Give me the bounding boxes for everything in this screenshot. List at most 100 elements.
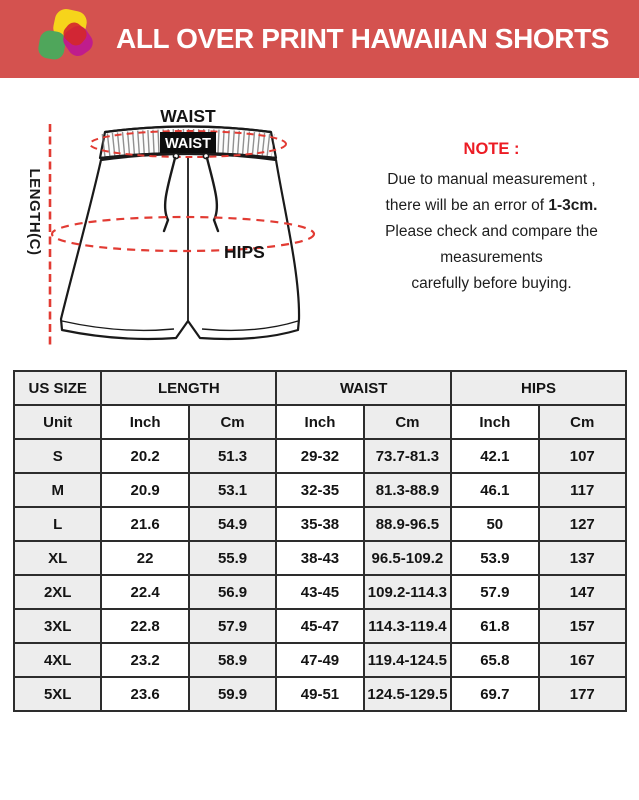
size-table: US SIZE LENGTH WAIST HIPS Unit Inch Cm I… (12, 370, 628, 712)
page-title: ALL OVER PRINT HAWAIIAN SHORTS (116, 23, 610, 54)
size-cell: XL (12, 540, 103, 576)
hips-label: HIPS (224, 242, 265, 262)
value-cell: 81.3-88.9 (362, 472, 453, 508)
size-cell: 2XL (12, 574, 103, 610)
value-cell: 69.7 (450, 676, 540, 712)
unit-cm: Cm (362, 404, 453, 440)
value-cell: 22.8 (100, 608, 190, 644)
table-row-s: S 20.2 51.3 29-32 73.7-81.3 42.1 107 (12, 438, 628, 474)
size-cell: 4XL (12, 642, 103, 678)
size-cell: 5XL (12, 676, 103, 712)
value-cell: 137 (537, 540, 628, 576)
value-cell: 53.1 (187, 472, 278, 508)
value-cell: 127 (537, 506, 628, 542)
value-cell: 50 (450, 506, 540, 542)
note-line-2: there will be an error of 1-3cm. (385, 197, 598, 214)
value-cell: 107 (537, 438, 628, 474)
table-row-4xl: 4XL 23.2 58.9 47-49 119.4-124.5 65.8 167 (12, 642, 628, 678)
value-cell: 42.1 (450, 438, 540, 474)
value-cell: 22.4 (100, 574, 190, 610)
value-cell: 59.9 (187, 676, 278, 712)
col-header-length: LENGTH (100, 370, 278, 406)
size-cell: M (12, 472, 103, 508)
col-header-waist: WAIST (275, 370, 453, 406)
value-cell: 45-47 (275, 608, 365, 644)
hips-measure-ellipse (50, 215, 316, 253)
note-heading: NOTE : (463, 140, 520, 158)
length-label: LENGTH(C) (26, 169, 43, 256)
size-cell: L (12, 506, 103, 542)
note-line-3: Please check and compare the measurement… (385, 223, 598, 266)
value-cell: 177 (537, 676, 628, 712)
value-cell: 57.9 (187, 608, 278, 644)
value-cell: 157 (537, 608, 628, 644)
unit-inch: Inch (100, 404, 190, 440)
value-cell: 147 (537, 574, 628, 610)
value-cell: 20.2 (100, 438, 190, 474)
col-header-hips: HIPS (450, 370, 627, 406)
shorts-body-outline (59, 152, 301, 341)
size-cell: S (12, 438, 103, 474)
value-cell: 167 (537, 642, 628, 678)
value-cell: 54.9 (187, 506, 278, 542)
waist-badge-box (160, 132, 216, 153)
value-cell: 47-49 (275, 642, 365, 678)
value-cell: 73.7-81.3 (362, 438, 453, 474)
right-hem-line (201, 320, 299, 332)
value-cell: 23.6 (100, 676, 190, 712)
value-cell: 23.2 (100, 642, 190, 678)
header-banner: ALL OVER PRINT HAWAIIAN SHORTS (0, 0, 639, 78)
table-row-3xl: 3XL 22.8 57.9 45-47 114.3-119.4 61.8 157 (12, 608, 628, 644)
unit-inch: Inch (450, 404, 540, 440)
value-cell: 32-35 (275, 472, 365, 508)
note-block: NOTE : Due to manual measurement , there… (366, 78, 639, 368)
value-cell: 20.9 (100, 472, 190, 508)
value-cell: 51.3 (187, 438, 278, 474)
value-cell: 114.3-119.4 (362, 608, 453, 644)
note-line-1: Due to manual measurement , (387, 171, 596, 188)
brand-logo-icon (38, 9, 93, 60)
value-cell: 29-32 (275, 438, 365, 474)
right-drawstring (205, 156, 220, 233)
value-cell: 124.5-129.5 (362, 676, 453, 712)
unit-cm: Cm (187, 404, 278, 440)
value-cell: 21.6 (100, 506, 190, 542)
value-cell: 109.2-114.3 (362, 574, 453, 610)
value-cell: 46.1 (450, 472, 540, 508)
unit-header: Unit (12, 404, 103, 440)
left-drawstring (162, 156, 177, 233)
left-hem-line (61, 320, 175, 332)
waist-top-label: WAIST (160, 106, 216, 126)
value-cell: 38-43 (275, 540, 365, 576)
table-row-l: L 21.6 54.9 35-38 88.9-96.5 50 127 (12, 506, 628, 542)
table-row-5xl: 5XL 23.6 59.9 49-51 124.5-129.5 69.7 177 (12, 676, 628, 712)
waistband-top-edge (104, 125, 272, 134)
waist-measure-ellipse (89, 130, 287, 158)
value-cell: 58.9 (187, 642, 278, 678)
value-cell: 119.4-124.5 (362, 642, 453, 678)
value-cell: 88.9-96.5 (362, 506, 453, 542)
value-cell: 22 (100, 540, 190, 576)
value-cell: 55.9 (187, 540, 278, 576)
value-cell: 49-51 (275, 676, 365, 712)
unit-header-row: Unit Inch Cm Inch Cm Inch Cm (12, 404, 628, 440)
unit-cm: Cm (537, 404, 628, 440)
value-cell: 43-45 (275, 574, 365, 610)
value-cell: 53.9 (450, 540, 540, 576)
note-line-4: carefully before buying. (411, 275, 572, 292)
shorts-diagram: WAIST LENGTH(C) WAIST (10, 94, 366, 368)
unit-inch: Inch (275, 404, 365, 440)
table-row-m: M 20.9 53.1 32-35 81.3-88.9 46.1 117 (12, 472, 628, 508)
value-cell: 117 (537, 472, 628, 508)
size-table-wrap: US SIZE LENGTH WAIST HIPS Unit Inch Cm I… (0, 368, 639, 712)
value-cell: 61.8 (450, 608, 540, 644)
table-row-xl: XL 22 55.9 38-43 96.5-109.2 53.9 137 (12, 540, 628, 576)
value-cell: 96.5-109.2 (362, 540, 453, 576)
col-header-us-size: US SIZE (12, 370, 103, 406)
value-cell: 57.9 (450, 574, 540, 610)
value-cell: 65.8 (450, 642, 540, 678)
waist-badge-label: WAIST (165, 136, 211, 152)
size-cell: 3XL (12, 608, 103, 644)
group-header-row: US SIZE LENGTH WAIST HIPS (12, 370, 627, 406)
measurement-section: WAIST LENGTH(C) WAIST (0, 78, 639, 368)
